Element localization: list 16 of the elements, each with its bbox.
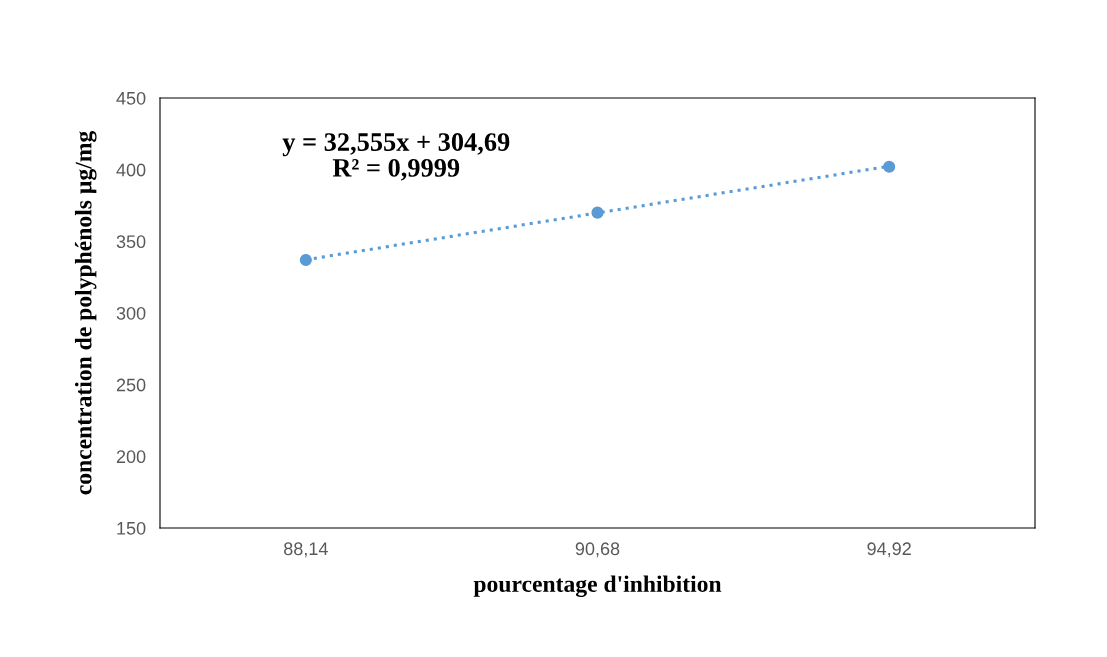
point — [299, 253, 312, 267]
y-tick-label: 250 — [116, 378, 146, 392]
y-tick-label: 150 — [117, 521, 146, 535]
point — [591, 206, 604, 219]
point — [883, 160, 896, 173]
y-axis-title: concentration de polyphénols µg/mg — [74, 130, 97, 495]
annotation: y = 32,555x + 304,69 R² = 0,9999 — [282, 133, 510, 181]
x-axis-title: pourcentage d'inhibition — [473, 575, 722, 597]
x-tick-label: 94,92 — [867, 542, 911, 558]
y-tick-label: 300 — [116, 306, 146, 320]
x-tick-label: 88,14 — [284, 542, 328, 558]
y-tick-label: 350 — [116, 235, 146, 249]
y-tick-label: 200 — [116, 450, 146, 464]
x-tick-label: 90,68 — [575, 542, 620, 558]
y-tick-label: 400 — [116, 163, 146, 177]
y-tick-label: 450 — [116, 91, 146, 105]
